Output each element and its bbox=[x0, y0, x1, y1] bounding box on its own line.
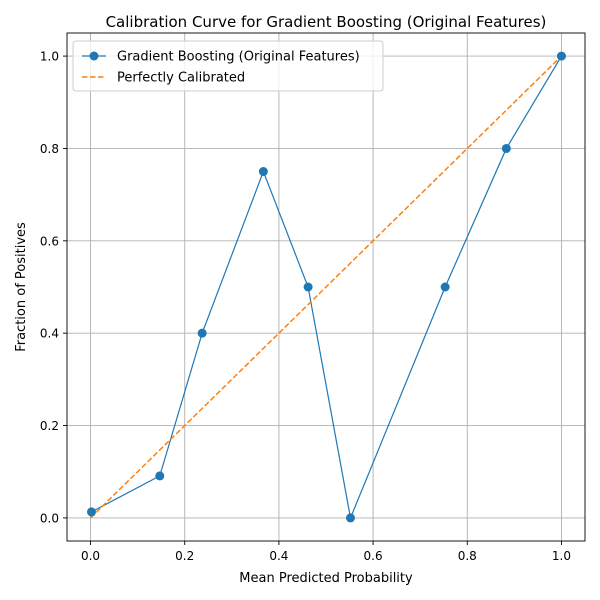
legend-box bbox=[72, 40, 384, 92]
y-tick-label: 0.2 bbox=[40, 419, 59, 433]
legend-marker-gradient-boosting bbox=[89, 51, 99, 61]
data-point bbox=[86, 507, 96, 517]
data-point bbox=[197, 328, 207, 338]
legend-label-gradient-boosting: Gradient Boosting (Original Features) bbox=[117, 50, 360, 65]
x-tick-label: 0.0 bbox=[81, 549, 100, 563]
x-tick-label: 0.6 bbox=[364, 549, 383, 563]
data-point bbox=[155, 471, 165, 481]
grid bbox=[67, 33, 585, 541]
data-point bbox=[501, 143, 511, 153]
data-point bbox=[258, 167, 268, 177]
y-tick-label: 1.0 bbox=[40, 50, 59, 64]
data-point bbox=[303, 282, 313, 292]
x-tick-label: 1.0 bbox=[552, 549, 571, 563]
x-tick-label: 0.8 bbox=[458, 549, 477, 563]
data-point bbox=[345, 513, 355, 523]
x-tick-label: 0.4 bbox=[269, 549, 288, 563]
data-point bbox=[556, 51, 566, 61]
y-axis-label: Fraction of Positives bbox=[14, 222, 29, 352]
y-tick-label: 0.4 bbox=[40, 327, 59, 341]
data-point bbox=[440, 282, 450, 292]
y-tick-label: 0.8 bbox=[40, 142, 59, 156]
y-tick-label: 0.6 bbox=[40, 234, 59, 248]
ticks: 0.0 0.2 0.4 0.6 0.8 1.0 0.0 0.2 0.4 0.6 0.8 1.0 bbox=[40, 50, 571, 563]
legend: Gradient Boosting (Original Features) Pe… bbox=[72, 40, 384, 92]
series-layer bbox=[86, 51, 566, 523]
y-tick-label: 0.0 bbox=[40, 511, 59, 525]
legend-label-perfectly-calibrated: Perfectly Calibrated bbox=[117, 71, 245, 86]
x-tick-label: 0.2 bbox=[175, 549, 194, 563]
plot-frame bbox=[66, 32, 586, 542]
x-axis-label: Mean Predicted Probability bbox=[239, 571, 413, 586]
chart-title: Calibration Curve for Gradient Boosting … bbox=[106, 13, 547, 31]
series-line-perfectly-calibrated bbox=[90, 55, 562, 519]
